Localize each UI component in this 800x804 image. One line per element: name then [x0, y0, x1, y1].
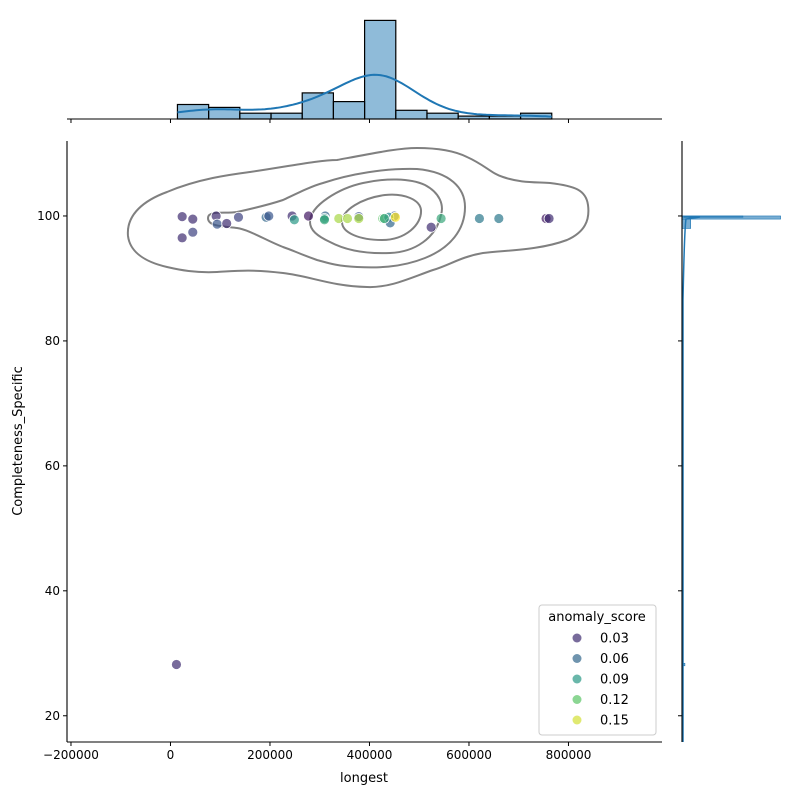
- marginal-x-histogram-bar: [239, 112, 272, 120]
- scatter-point: [493, 213, 505, 224]
- y-tick-label: 40: [45, 584, 60, 598]
- x-tick-label: 400000: [347, 748, 393, 762]
- kde-contour-level-4: [340, 193, 423, 242]
- legend-title: anomaly_score: [548, 610, 646, 625]
- main-axes-spines: [66, 141, 662, 743]
- marginal-y-axes: [678, 141, 781, 742]
- marginal-y-ticks: [678, 215, 682, 717]
- legend-entry-label: 0.06: [600, 652, 629, 667]
- legend-marker: [572, 715, 582, 725]
- scatter-point: [543, 213, 555, 224]
- legend-frame: [538, 604, 657, 736]
- marginal-x-histogram-bar: [270, 112, 303, 120]
- scatter-point: [187, 213, 199, 225]
- marginal-x-histogram: [176, 19, 553, 120]
- scatter-point: [221, 218, 233, 229]
- scatter-point: [187, 226, 199, 238]
- legend-entry-label: 0.09: [600, 673, 629, 688]
- y-tick-label: 20: [45, 709, 60, 723]
- y-tick-label: 100: [37, 209, 60, 223]
- marginal-x-axes: [67, 19, 662, 123]
- y-tick-label: 60: [45, 459, 60, 473]
- x-tick-label: 600000: [446, 748, 492, 762]
- x-axis-label: longest: [340, 771, 388, 786]
- kde-contour-level-2: [206, 167, 467, 269]
- scatter-point: [425, 221, 437, 233]
- legend-marker: [572, 674, 582, 684]
- scatter-point: [378, 213, 390, 224]
- scatter-point: [176, 232, 188, 244]
- marginal-x-kde-line: [177, 73, 552, 118]
- y-axis-ticks: 20 40 60 80 100: [37, 209, 67, 723]
- marginal-x-histogram-bar: [426, 112, 459, 120]
- x-tick-label: 200000: [247, 748, 293, 762]
- marginal-x-histogram-bar: [363, 19, 397, 120]
- x-tick-label: 800000: [546, 748, 592, 762]
- marginal-y-kde-line: [682, 216, 701, 742]
- x-tick-label: 0: [167, 748, 175, 762]
- legend: anomaly_score 0.03 0.06 0.09 0.12 0.15: [538, 604, 657, 736]
- legend-marker: [572, 695, 582, 704]
- scatter-point: [353, 213, 365, 224]
- main-axes: −200000 0 200000 400000 600000 800000 20 40 60 8…: [11, 141, 662, 786]
- scatter-point: [211, 218, 223, 230]
- legend-entry-label: 0.15: [600, 714, 629, 729]
- scatter-point: [319, 214, 330, 226]
- marginal-x-histogram-bar: [395, 109, 428, 120]
- y-axis-label: Completeness_Specific: [11, 366, 26, 516]
- legend-entry-label: 0.12: [600, 693, 629, 708]
- x-tick-label: −200000: [43, 748, 99, 762]
- y-tick-label: 80: [45, 334, 60, 348]
- x-axis-ticks: −200000 0 200000 400000 600000 800000: [43, 742, 591, 762]
- legend-marker: [572, 654, 582, 663]
- scatter-point: [474, 213, 485, 224]
- scatter-point: [176, 211, 188, 222]
- scatter-point: [288, 214, 300, 226]
- legend-entry-label: 0.03: [600, 632, 629, 647]
- scatter-point: [233, 211, 244, 223]
- scatter-point: [390, 211, 401, 223]
- marginal-x-histogram-bar: [332, 100, 366, 120]
- legend-marker: [572, 633, 582, 643]
- scatter-point: [263, 210, 275, 222]
- scatter-point: [171, 659, 182, 670]
- marginal-x-ticks: [70, 119, 569, 123]
- scatter-point: [342, 213, 353, 224]
- scatter-point: [303, 210, 314, 222]
- kde-contour-level-1: [126, 146, 590, 289]
- scatter-point: [435, 213, 447, 224]
- marginal-y-histogram: [681, 215, 781, 667]
- scatter-points: [171, 210, 555, 670]
